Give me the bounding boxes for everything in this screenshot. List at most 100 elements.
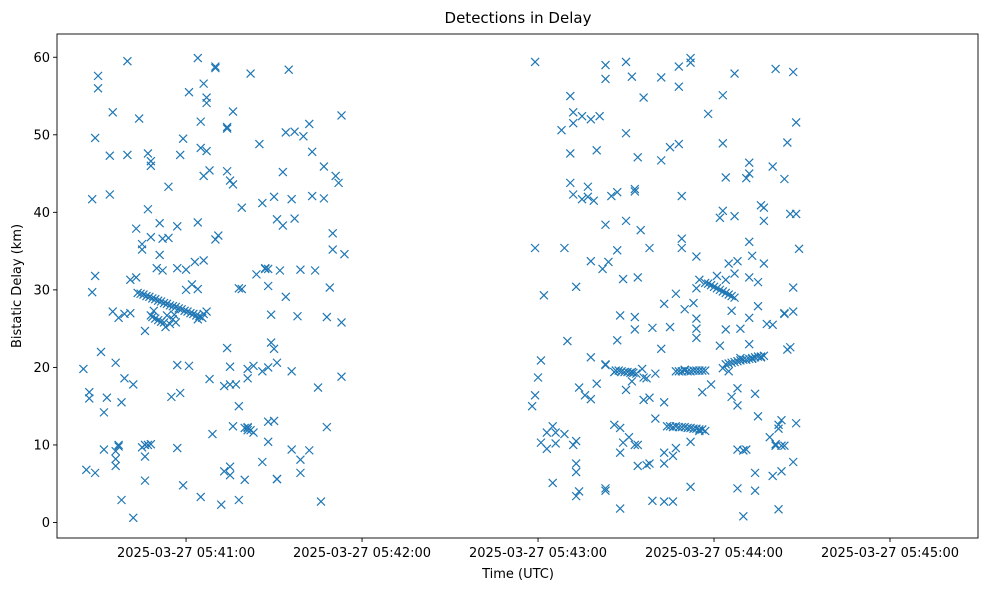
data-point [117,397,126,407]
data-point [225,362,235,372]
data-point [84,387,94,397]
data-point [246,69,256,78]
data-point [281,128,291,137]
data-point [791,117,801,127]
data-point [571,436,581,446]
data-point [788,283,798,292]
data-point [779,441,789,451]
data-point [677,191,687,201]
data-point [99,445,109,455]
data-point [733,400,742,410]
data-point [715,285,725,295]
data-point [249,361,258,371]
data-point [788,67,798,77]
data-point [234,283,244,293]
data-point [777,466,786,476]
data-point [621,128,631,138]
data-point [665,322,675,332]
data-point [164,182,173,192]
data-point [548,478,558,488]
data-point [565,148,575,158]
data-point [618,274,628,284]
data-point [114,442,124,451]
data-point [131,224,141,234]
data-point [139,290,148,299]
data-point [142,291,151,301]
y-tick-label: 20 [33,361,50,376]
data-point [263,437,273,447]
data-point [691,314,701,323]
data-point [601,74,610,84]
data-point [162,311,172,320]
data-point [639,93,649,103]
data-point [724,259,734,268]
plot-frame [56,33,979,539]
data-point [674,139,684,149]
data-point [539,290,549,300]
data-point [615,504,625,513]
data-point [706,380,716,389]
data-point [105,151,115,161]
data-point [275,266,285,275]
data-point [122,56,132,66]
data-point [656,344,666,354]
data-point [231,380,241,389]
data-point [586,352,596,362]
data-point [111,446,121,456]
y-axis-ticks: 0 10 20 30 40 50 60 [33,51,57,531]
y-tick-label: 50 [33,128,50,143]
data-point [146,232,156,242]
data-point [263,281,273,291]
data-point [630,440,640,450]
data-point [753,411,763,421]
data-point [90,133,100,143]
data-point [727,358,737,368]
data-point [630,184,640,194]
data-point [568,118,578,128]
data-point [771,439,781,449]
data-point [691,333,701,343]
data-point [134,114,144,123]
data-point [156,297,166,306]
data-point [219,381,229,391]
data-point [633,440,643,450]
chart-title: Detections in Delay [445,9,592,27]
data-point [307,147,317,157]
data-point [668,451,678,461]
data-point [627,376,637,386]
data-point [159,298,169,308]
data-point [128,380,138,389]
data-point [733,256,742,266]
data-point [140,326,150,336]
data-point [624,432,634,442]
data-point [700,278,710,288]
data-point [703,279,713,289]
data-point [794,244,804,254]
data-point [310,266,320,275]
data-point [193,284,203,294]
data-point [194,311,204,321]
data-point [659,397,669,407]
data-point [158,266,168,275]
data-point [779,308,789,318]
data-point [136,289,146,299]
data-point [697,425,707,434]
data-point [615,311,625,320]
data-point [128,513,138,523]
data-point [313,383,323,392]
data-point [568,440,578,450]
data-point [177,304,187,314]
data-point [196,117,206,127]
data-point [592,145,602,155]
data-point [322,422,332,432]
data-point [741,445,751,455]
data-point [105,190,115,199]
data-point [143,204,153,214]
data-point [686,58,695,68]
data-point [788,307,798,317]
data-point [733,356,742,366]
data-point [586,394,596,404]
x-tick-label: 2025-03-27 05:42:00 [293,546,431,561]
data-point [709,282,719,292]
